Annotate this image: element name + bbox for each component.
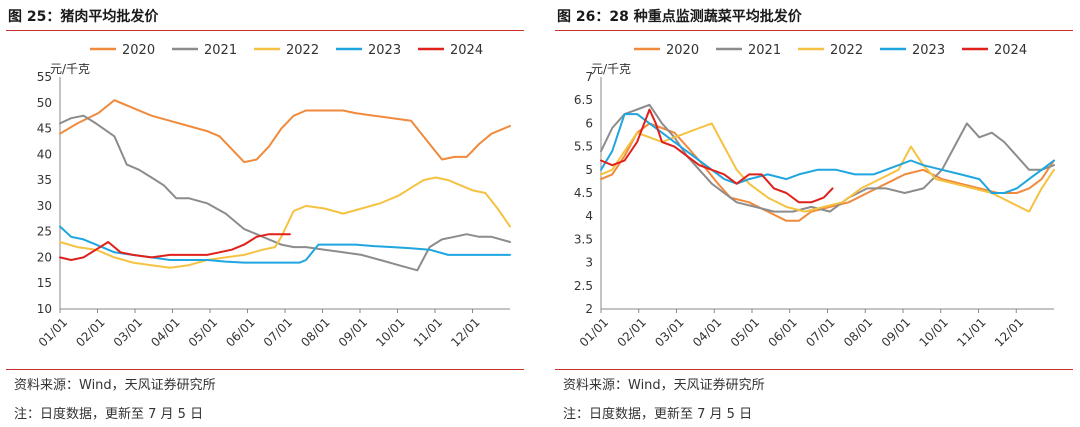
x-tick-label: 07/01 <box>803 315 837 349</box>
series-line-2022 <box>59 176 511 269</box>
x-tick-label: 07/01 <box>261 315 295 349</box>
x-tick-label: 04/01 <box>148 315 182 349</box>
x-tick-label: 05/01 <box>728 315 762 349</box>
chart-panel-vegetables: 图 26：28 种重点监测蔬菜平均批发价 2020 2021 2022 2023 202… <box>549 0 1079 427</box>
y-tick-label: 50 <box>37 96 52 110</box>
x-tick-label: 09/01 <box>336 315 370 349</box>
footnote: 注：日度数据，更新至 7 月 5 日 <box>14 407 204 422</box>
legend-label: 2020 <box>666 43 699 58</box>
x-tick-label: 12/01 <box>992 315 1026 349</box>
chart-title: 图 25：猪肉平均批发价 <box>8 9 159 25</box>
y-tick-label: 25 <box>37 225 52 239</box>
x-tick-label: 12/01 <box>448 315 482 349</box>
y-tick-label: 30 <box>37 199 52 213</box>
legend-label: 2024 <box>994 43 1027 58</box>
y-axis-unit: 元/千克 <box>50 62 90 76</box>
series-line-2024 <box>600 108 834 204</box>
series-line-2022 <box>600 122 1055 213</box>
bottom-rule <box>555 369 1073 370</box>
x-tick-label: 11/01 <box>954 315 988 349</box>
y-tick-label: 15 <box>37 276 52 290</box>
y-tick-label: 3 <box>585 256 593 270</box>
x-tick-label: 10/01 <box>373 315 407 349</box>
y-tick-label: 55 <box>37 70 52 84</box>
y-tick-label: 2 <box>585 302 593 316</box>
x-tick-label: 06/01 <box>223 315 257 349</box>
y-tick-label: 5.5 <box>574 140 593 154</box>
series-line-2020 <box>59 99 511 164</box>
y-tick-label: 3.5 <box>574 232 593 246</box>
series-line-2024 <box>59 233 291 261</box>
x-tick-label: 06/01 <box>766 315 800 349</box>
y-tick-label: 6.5 <box>574 93 593 107</box>
chart-panel-pork: 图 25：猪肉平均批发价 2020 2021 2022 2023 2024 元/千克 10 1… <box>0 0 530 427</box>
y-tick-label: 6 <box>585 116 593 130</box>
y-tick-label: 4.5 <box>574 186 593 200</box>
legend-label: 2022 <box>830 43 863 58</box>
bottom-rule <box>6 369 524 370</box>
x-tick-label: 11/01 <box>411 315 445 349</box>
x-tick-label: 03/01 <box>652 315 686 349</box>
y-tick-label: 7 <box>585 70 593 84</box>
source-note: 资料来源：Wind，天风证券研究所 <box>563 378 765 393</box>
x-tick-label: 01/01 <box>577 315 611 349</box>
pork-price-chart: 2020 2021 2022 2023 2024 元/千克 10 15 20 25 30 35 40 45… <box>36 43 511 350</box>
footnote: 注：日度数据，更新至 7 月 5 日 <box>563 407 753 422</box>
x-tick-label: 10/01 <box>917 315 951 349</box>
series-line-2021 <box>600 103 1055 213</box>
vegetable-price-chart: 2020 2021 2022 2023 2024 元/千克 2 2.5 3 3.5 4 4.5 5 5.5… <box>574 43 1055 350</box>
x-tick-label: 02/01 <box>615 315 649 349</box>
legend-label: 2020 <box>122 43 155 58</box>
top-rule <box>6 30 524 31</box>
x-tick-label: 05/01 <box>186 315 220 349</box>
legend-label: 2021 <box>204 43 237 58</box>
x-tick-label: 04/01 <box>690 315 724 349</box>
x-tick-label: 03/01 <box>111 315 145 349</box>
y-tick-label: 20 <box>37 250 52 264</box>
series-line-2023 <box>600 113 1055 194</box>
x-tick-label: 08/01 <box>298 315 332 349</box>
y-tick-label: 5 <box>585 163 593 177</box>
y-tick-label: 40 <box>37 147 52 161</box>
x-tick-label: 02/01 <box>73 315 107 349</box>
y-axis-unit: 元/千克 <box>591 62 631 76</box>
x-tick-label: 09/01 <box>879 315 913 349</box>
source-note: 资料来源：Wind，天风证券研究所 <box>14 378 216 393</box>
series-line-2021 <box>59 114 511 272</box>
legend-label: 2024 <box>450 43 483 58</box>
y-tick-label: 10 <box>37 302 52 316</box>
legend-label: 2021 <box>748 43 781 58</box>
top-rule <box>555 30 1073 31</box>
legend-label: 2022 <box>286 43 319 58</box>
legend-label: 2023 <box>368 43 401 58</box>
y-tick-label: 4 <box>585 209 593 223</box>
legend-label: 2023 <box>912 43 945 58</box>
y-tick-label: 35 <box>37 173 52 187</box>
y-tick-label: 45 <box>37 122 52 136</box>
chart-title: 图 26：28 种重点监测蔬菜平均批发价 <box>557 9 802 25</box>
y-tick-label: 2.5 <box>574 279 593 293</box>
x-tick-label: 01/01 <box>36 315 70 349</box>
series-line-2020 <box>600 122 1055 222</box>
x-tick-label: 08/01 <box>841 315 875 349</box>
